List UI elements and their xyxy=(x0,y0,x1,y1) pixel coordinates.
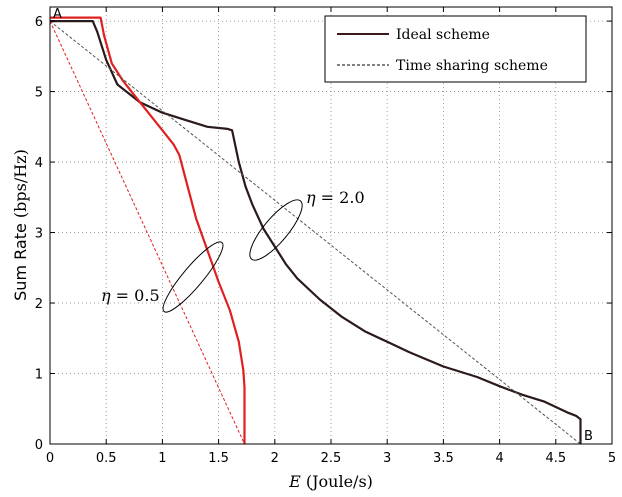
point-label-b: B xyxy=(584,429,593,444)
ticks-group: 0 0.5 1 1.5 2 2.5 3 3.5 4 4.5 5 0 1 2 3 4 5 6 xyxy=(35,7,616,466)
y-tick-label: 5 xyxy=(35,86,43,101)
series-line-ts-eta-05 xyxy=(49,20,245,445)
x-tick-label: 4 xyxy=(495,451,503,466)
legend-label-timesharing: Time sharing scheme xyxy=(396,58,548,74)
series-line-ts-eta-2 xyxy=(49,20,581,445)
x-tick-label: 3 xyxy=(383,451,391,466)
y-tick-label: 3 xyxy=(35,227,43,242)
x-tick-label: 2 xyxy=(271,451,279,466)
x-tick-label: 3.5 xyxy=(433,451,454,466)
series-line-ideal-eta-05 xyxy=(50,16,246,444)
y-tick-label: 2 xyxy=(35,297,43,312)
legend: Ideal scheme Time sharing scheme xyxy=(324,15,587,83)
x-tick-label: 5 xyxy=(608,451,616,466)
y-tick-label: 1 xyxy=(35,368,43,383)
eta-2-label: η = 2.0 xyxy=(306,188,365,207)
x-axis-label: E (Joule/s) xyxy=(288,472,373,491)
series-line-ideal-eta-2 xyxy=(50,20,582,444)
legend-box xyxy=(324,15,587,83)
y-tick-label: 6 xyxy=(35,15,43,30)
ellipse-eta-2 xyxy=(249,199,303,261)
series-group xyxy=(49,16,582,445)
x-tick-label: 1 xyxy=(158,451,166,466)
x-tick-label: 1.5 xyxy=(208,451,229,466)
y-tick-label: 4 xyxy=(35,156,43,171)
eta-05-label: η = 0.5 xyxy=(101,286,160,305)
ellipse-eta-05 xyxy=(162,241,224,313)
x-tick-label: 0 xyxy=(46,451,54,466)
x-tick-label: 0.5 xyxy=(96,451,117,466)
y-tick-label: 0 xyxy=(35,438,43,453)
x-tick-label: 2.5 xyxy=(321,451,342,466)
legend-label-ideal: Ideal scheme xyxy=(396,27,490,43)
y-axis-label: Sum Rate (bps/Hz) xyxy=(11,149,30,301)
point-label-a: A xyxy=(53,7,62,22)
x-tick-label: 4.5 xyxy=(545,451,566,466)
